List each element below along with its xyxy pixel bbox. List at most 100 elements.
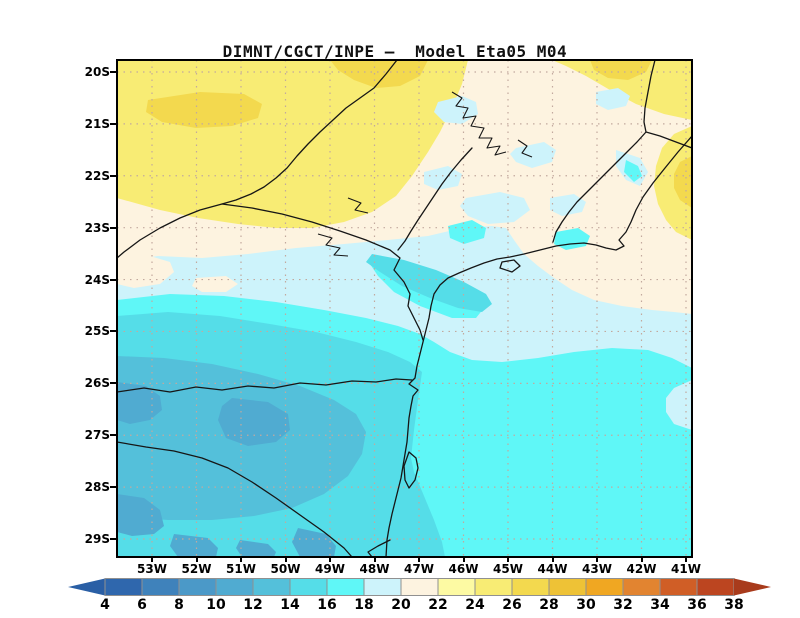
figure-title-line-1: DIMNT/CGCT/INPE – Model Eta05_M04_ <box>222 42 578 61</box>
colorbar-tick-label: 22 <box>428 597 448 613</box>
lat-tick-label: 26S <box>84 376 110 391</box>
colorbar-tick-label: 8 <box>174 597 184 613</box>
colorbar-segment <box>289 578 328 596</box>
reservoir <box>347 197 369 214</box>
temp-region-10-12-patch <box>117 494 164 536</box>
colorbar-segment <box>363 578 402 596</box>
lon-tick-label: 49W <box>315 562 345 576</box>
colorbar-segment <box>437 578 476 596</box>
lon-tick-mark <box>418 557 420 562</box>
lat-tick-label: 20S <box>84 65 110 79</box>
colorbar-segment <box>622 578 661 596</box>
colorbar-tick-label: 26 <box>502 597 522 613</box>
lon-tick-mark <box>685 557 687 562</box>
temp-region-20-22-patch <box>192 276 238 292</box>
furnas-reservoir <box>451 91 507 156</box>
colorbar-segment <box>474 578 513 596</box>
colorbar-tick-label: 12 <box>243 597 263 613</box>
lat-tick-mark <box>110 226 117 229</box>
colorbar-tick-label: 30 <box>576 597 596 613</box>
lat-tick-mark <box>110 382 117 385</box>
lat-tick-mark <box>110 122 117 125</box>
lon-tick-label: 50W <box>270 562 301 576</box>
lon-tick-label: 43W <box>582 562 612 576</box>
lat-tick-label: 27S <box>84 428 110 443</box>
colorbar-tick-label: 18 <box>354 597 374 613</box>
lat-tick-mark <box>110 174 117 177</box>
temp-region-10-12-patch <box>236 540 276 557</box>
colorbar-segment <box>252 578 291 596</box>
colorbar-segment <box>511 578 550 596</box>
lat-tick-mark <box>110 486 117 489</box>
temp-region-10-12-patch <box>117 382 162 424</box>
temp-region-26-28-patch <box>674 156 692 208</box>
reservoir <box>317 233 349 257</box>
coastal-lagoon <box>367 539 391 557</box>
colorbar-tick-label: 20 <box>391 597 411 613</box>
temp-region-26-28-patch <box>590 60 652 80</box>
colorbar-tick-label: 6 <box>137 597 147 613</box>
temp-region-24-26-east-edge <box>654 126 692 240</box>
lon-tick-mark <box>329 557 331 562</box>
colorbar-tick-label: 34 <box>650 597 670 613</box>
colorbar-segment <box>141 578 180 596</box>
lon-tick-mark <box>507 557 509 562</box>
lon-tick-label: 44W <box>537 562 568 576</box>
reservoir <box>517 139 533 158</box>
lon-tick-mark <box>284 557 287 562</box>
colorbar-tick-label: 14 <box>280 597 300 613</box>
lat-tick-label: 22S <box>84 168 110 183</box>
state-border-mg-es <box>643 60 692 149</box>
temp-region-10-12-patch <box>292 528 336 557</box>
colorbar-segment <box>548 578 587 596</box>
colorbar-tick-label: 4 <box>100 597 110 613</box>
colorbar-tick-label: 38 <box>724 597 744 613</box>
temp-region-16-18-patch <box>624 160 642 182</box>
sao-sebastiao-island <box>499 259 521 273</box>
colorbar-segment <box>696 578 735 596</box>
lat-tick-label: 28S <box>84 480 110 495</box>
florianopolis-island <box>403 451 419 489</box>
lat-tick-mark <box>110 538 117 540</box>
state-border-pr-sc <box>117 378 413 393</box>
colorbar-under-arrow <box>68 578 105 596</box>
temp-region-26-28-patch <box>330 60 428 88</box>
lon-tick-mark <box>640 557 643 562</box>
lon-tick-mark <box>240 557 242 562</box>
lon-tick-label: 42W <box>626 562 657 576</box>
colorbar-segment <box>215 578 254 596</box>
state-border-mg-rj <box>552 131 647 243</box>
colorbar-segment <box>104 578 143 596</box>
lon-tick-label: 53W <box>137 562 167 576</box>
lon-tick-mark <box>373 557 376 562</box>
lon-tick-mark <box>551 557 554 562</box>
colorbar-tick-label: 36 <box>687 597 707 613</box>
lat-tick-mark <box>110 434 117 437</box>
lat-tick-mark <box>110 278 117 281</box>
lat-tick-label: 29S <box>84 532 110 546</box>
colorbar-segment <box>400 578 439 596</box>
temp-region-18-20-patch <box>460 192 530 224</box>
temp-region-10-12-patch <box>218 398 290 446</box>
colorbar-tick-label: 10 <box>206 597 226 613</box>
colorbar-tick-label: 16 <box>317 597 337 613</box>
lon-tick-label: 51W <box>226 562 256 576</box>
lon-tick-label: 45W <box>493 562 523 576</box>
lat-tick-label: 25S <box>84 324 110 339</box>
colorbar-segment <box>659 578 698 596</box>
lon-tick-label: 48W <box>359 562 390 576</box>
lat-tick-mark <box>110 71 117 73</box>
lat-tick-label: 24S <box>84 272 110 287</box>
colorbar-tick-label: 24 <box>465 597 485 613</box>
lon-tick-label: 46W <box>448 562 479 576</box>
colorbar-strip <box>68 578 771 596</box>
temp-region-18-20-patch <box>510 142 556 168</box>
coastline <box>385 135 692 557</box>
colorbar-segment <box>585 578 624 596</box>
temp-region-16-18-patch <box>448 220 486 244</box>
map-outlines <box>117 60 692 557</box>
lon-tick-mark <box>596 557 598 562</box>
lon-tick-mark <box>195 557 198 562</box>
lon-tick-label: 52W <box>181 562 212 576</box>
